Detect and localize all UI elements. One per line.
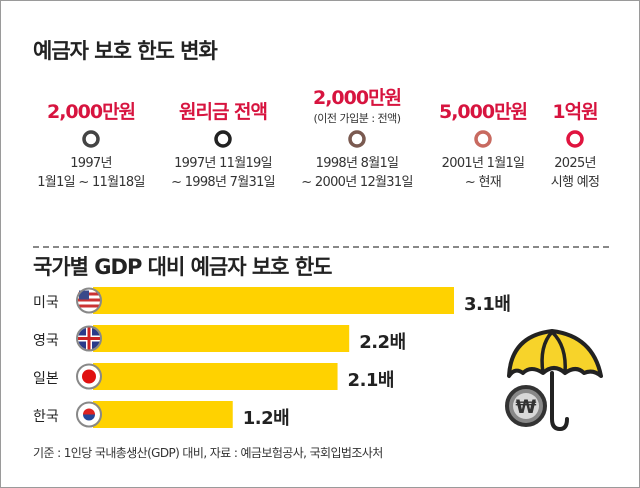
period-line: ~ 2000년 12월31일 (301, 175, 413, 190)
umbrella-won-coin-icon: ₩ (505, 329, 603, 432)
period-line: 1997년 11월19일 (174, 156, 272, 171)
period-line: 2025년 (554, 156, 596, 171)
timeline-node (348, 130, 366, 148)
timeline-amount: 2,000만원 (312, 87, 402, 109)
timeline-amount: 원리금 전액 (178, 101, 268, 123)
footnote: 기준 : 1인당 국내총생산(GDP) 대비, 자료 : 예금보험공사, 국회입… (33, 446, 383, 460)
timeline-node (214, 130, 232, 148)
period-line: 2001년 1월1일 (441, 156, 525, 171)
category-label: 미국 (33, 295, 59, 311)
value-label: 2.2배 (359, 332, 406, 353)
timeline-node (474, 130, 492, 148)
period-line: 1998년 8월1일 (315, 156, 399, 171)
japan-flag-icon (76, 363, 102, 390)
timeline-period: 1997년 11월19일 ~ 1998년 7월31일 (171, 154, 276, 192)
timeline-period: 1997년 1월1일 ~ 11월18일 (37, 154, 145, 192)
bar (93, 287, 454, 314)
category-label: 한국 (33, 409, 59, 425)
timeline-period: 2001년 1월1일 ~ 현재 (442, 154, 525, 192)
section-divider (33, 246, 609, 248)
category-label: 영국 (33, 333, 59, 349)
timeline-note: (이전 가입분 : 전액) (313, 112, 401, 125)
value-label: 2.1배 (347, 370, 395, 391)
timeline-period: 1998년 8월1일 ~ 2000년 12월31일 (301, 154, 413, 192)
bar (93, 401, 233, 428)
chart-title: 국가별 GDP 대비 예금자 보호 한도 (33, 255, 332, 279)
timeline-amount: 1억원 (552, 101, 598, 123)
timeline-title: 예금자 보호 한도 변화 (33, 39, 218, 63)
svg-text:₩: ₩ (516, 396, 537, 418)
timeline-amount: 5,000만원 (438, 101, 528, 123)
timeline-node (82, 130, 100, 148)
period-line: ~ 1998년 7월31일 (171, 175, 276, 190)
bar (93, 363, 338, 390)
value-label: 3.1배 (464, 294, 511, 315)
period-line: ~ 현재 (464, 175, 502, 190)
period-line: 1월1일 ~ 11월18일 (37, 175, 145, 190)
value-label: 1.2배 (242, 408, 290, 429)
bar (93, 325, 350, 352)
category-label: 일본 (33, 371, 59, 387)
us-flag-icon (76, 287, 102, 314)
uk-flag-icon (76, 325, 102, 352)
korea-flag-icon (76, 401, 102, 428)
timeline-amount: 2,000만원 (46, 101, 136, 123)
period-line: 1997년 (70, 156, 112, 171)
period-line: 시행 예정 (550, 175, 600, 190)
timeline-node (566, 130, 584, 148)
